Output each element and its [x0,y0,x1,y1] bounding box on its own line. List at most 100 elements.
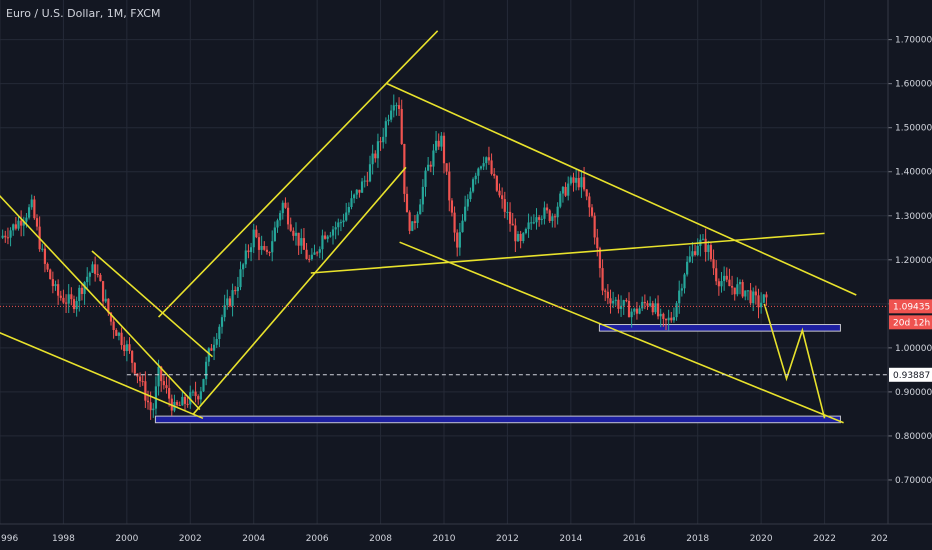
candle-body [117,332,121,336]
candle-body [234,290,237,292]
trendline[interactable] [0,189,201,411]
candle-body [569,177,572,184]
candle-body [572,177,575,183]
candle-body [524,229,528,234]
candle-body [514,225,517,242]
candle-body [614,299,617,301]
x-tick-label: 2002 [179,534,202,544]
candle-body [294,232,298,236]
level-label: 0.93887 [893,371,930,381]
trendline[interactable] [157,30,439,318]
y-tick-label: 1.20000 [895,256,932,266]
candle-body [363,180,366,182]
candle-body [619,305,623,309]
candles [1,94,768,420]
candle-body [604,290,607,292]
candle-body [292,230,295,236]
trendline[interactable] [192,166,407,415]
candle-body [424,170,427,187]
x-tick-label: 2018 [686,534,709,544]
candle-body [596,237,599,249]
trendline[interactable] [399,241,844,424]
candle-body [94,264,97,274]
candle-body [474,175,477,180]
candle-body [434,140,438,151]
candle-body [709,245,713,260]
candle-body [691,251,694,257]
candle-body [273,227,276,242]
candle-body [532,222,535,224]
candle-body [212,344,216,351]
support-zone[interactable] [154,415,841,424]
candle-body [482,163,485,167]
candle-body [485,157,488,164]
candle-body [593,215,596,238]
candle-body [548,210,551,221]
candle-body [57,284,60,296]
candle-body [405,193,409,213]
candle-body [231,290,234,306]
candle-body [707,245,710,252]
candle-body [297,232,300,246]
candle-body [471,179,475,192]
y-tick-label: 1.40000 [895,168,932,178]
candle-body [358,189,361,193]
trendlines[interactable] [0,30,857,424]
candle-body [564,186,567,196]
candle-body [210,348,213,351]
candle-body [226,298,229,306]
candle-body [125,344,128,352]
candle-body [183,396,187,404]
candle-body [392,105,395,111]
x-tick-label: 2004 [242,534,265,544]
chart-title: Euro / U.S. Dollar, 1M, FXCM [6,7,161,20]
trendline[interactable] [386,82,857,296]
trendline[interactable] [91,250,214,358]
candle-body [445,163,448,172]
candle-body [379,141,382,143]
candle-body [257,237,261,250]
candle-body [160,366,163,382]
candle-body [588,196,591,208]
candle-body [313,252,316,255]
candle-body [54,284,57,287]
candle-body [276,220,279,228]
candle-body [43,248,47,264]
candle-body [741,282,744,297]
candle-body [601,268,604,291]
candle-body [286,207,290,225]
support-zone[interactable] [598,324,841,332]
candle-body [342,220,345,223]
candle-body [62,297,65,303]
candle-body [316,252,319,254]
candle-body [725,275,728,280]
candle-body [450,200,454,213]
candle-body [736,284,739,295]
candle-body [469,191,472,200]
candle-body [133,362,136,374]
trendline[interactable] [310,232,825,274]
candle-body [440,135,443,147]
trendline[interactable] [0,330,204,420]
y-tick-label: 1.70000 [895,36,932,46]
candle-body [738,282,742,285]
candle-body [622,300,625,306]
candle-body [318,249,321,253]
candle-body [75,301,78,310]
candle-body [242,264,245,270]
candle-body [630,311,633,318]
support-zones[interactable] [154,324,841,424]
candle-body [590,207,594,216]
candle-body [717,281,720,287]
candle-body [168,388,171,399]
candle-body [556,206,559,218]
candle-body [152,408,155,411]
candle-body [223,305,226,318]
candle-body [387,119,390,122]
candle-body [181,396,184,406]
candle-body [308,258,311,260]
candle-body [284,202,287,208]
